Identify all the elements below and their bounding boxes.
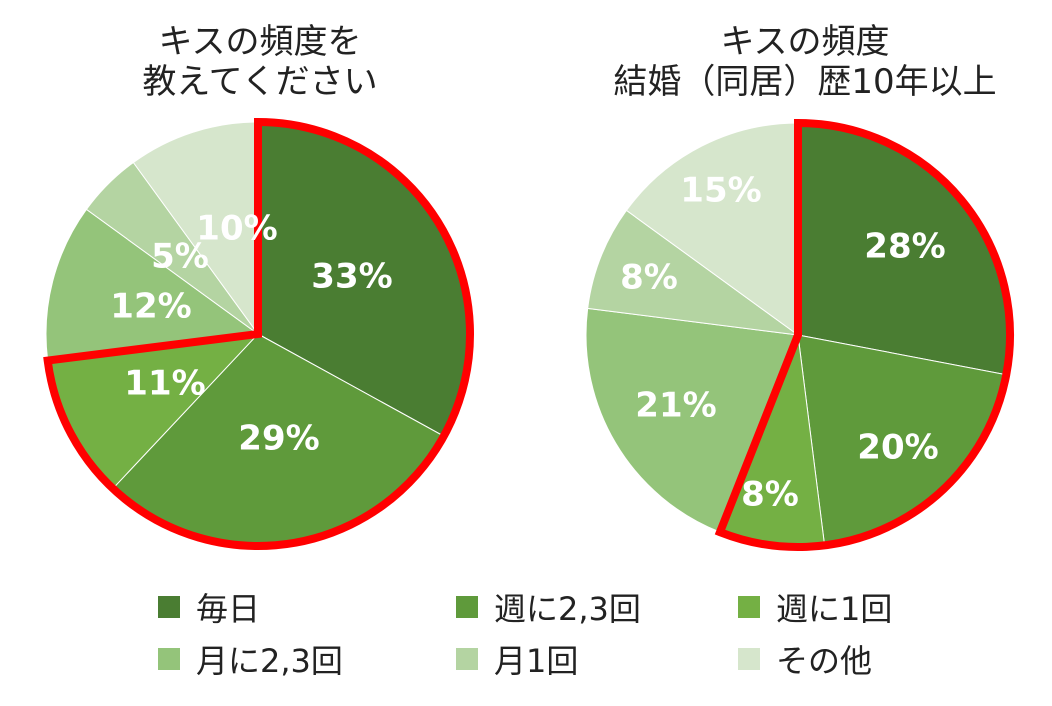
- pie-left-label-1: 29%: [238, 419, 319, 459]
- legend-swatch: [456, 596, 478, 618]
- pie-left-label-2: 11%: [124, 364, 205, 404]
- legend-label: 月1回: [494, 642, 579, 680]
- legend-item-0: 毎日: [158, 584, 260, 630]
- pie-right-slice-4: [587, 209, 799, 336]
- chart-title-right: キスの頻度 結婚（同居）歴10年以上: [570, 22, 1040, 102]
- legend-swatch: [738, 596, 760, 618]
- chart-title-left: キスの頻度を 教えてください: [80, 22, 440, 102]
- legend-item-4: 月1回: [456, 636, 578, 682]
- chart-title-left-line1: キスの頻度を: [158, 22, 362, 62]
- pie-right-label-3: 21%: [635, 386, 716, 426]
- pie-left-highlight-outline: [43, 117, 474, 550]
- pie-chart-right: 28% 20% 8% 21% 8% 15%: [585, 118, 1014, 551]
- pie-left-label-0: 33%: [311, 257, 392, 297]
- chart-title-right-line2: 結婚（同居）歴10年以上: [613, 62, 997, 102]
- legend-item-2: 週に1回: [738, 584, 892, 630]
- pie-left-label-5: 10%: [196, 209, 277, 249]
- pie-left-slice-3: [45, 208, 260, 362]
- pie-right-slice-5: [625, 122, 799, 336]
- legend: 毎日 週に2,3回 週に1回月に2,3回 月1回 その他: [0, 570, 1052, 706]
- chart-title-left-line2: 教えてください: [142, 62, 378, 102]
- pie-right-label-5: 15%: [680, 171, 761, 211]
- legend-swatch: [158, 596, 180, 618]
- pie-right-highlight-outline: [714, 118, 1014, 551]
- pie-left-label-4: 5%: [151, 237, 209, 277]
- legend-label: 月に2,3回: [196, 642, 343, 680]
- pie-left-slice-5: [132, 121, 259, 336]
- legend-swatch: [456, 648, 478, 670]
- legend-swatch: [158, 648, 180, 670]
- legend-item-3: 月に2,3回: [158, 636, 343, 682]
- legend-label: 週に1回: [776, 590, 893, 628]
- pie-chart-left: 33% 29% 11% 12% 5%10%: [43, 117, 474, 550]
- legend-label: 毎日: [196, 590, 261, 628]
- pie-left-label-3: 12%: [110, 287, 191, 327]
- legend-item-1: 週に2,3回: [456, 584, 641, 630]
- pie-charts: 33% 29% 11% 12% 5%10% 28% 20% 8% 21% 8% 15%: [43, 117, 1014, 551]
- pie-right-slice-3: [585, 307, 799, 533]
- legend-label: 週に2,3回: [494, 590, 641, 628]
- chart-title-right-line1: キスの頻度: [720, 22, 890, 62]
- pie-right-label-4: 8%: [620, 258, 678, 298]
- legend-swatch: [738, 648, 760, 670]
- pie-right-label-1: 20%: [857, 428, 938, 468]
- legend-item-5: その他: [738, 636, 872, 682]
- pie-right-label-0: 28%: [864, 227, 945, 267]
- legend-label: その他: [776, 642, 873, 680]
- pie-right-label-2: 8%: [741, 475, 799, 515]
